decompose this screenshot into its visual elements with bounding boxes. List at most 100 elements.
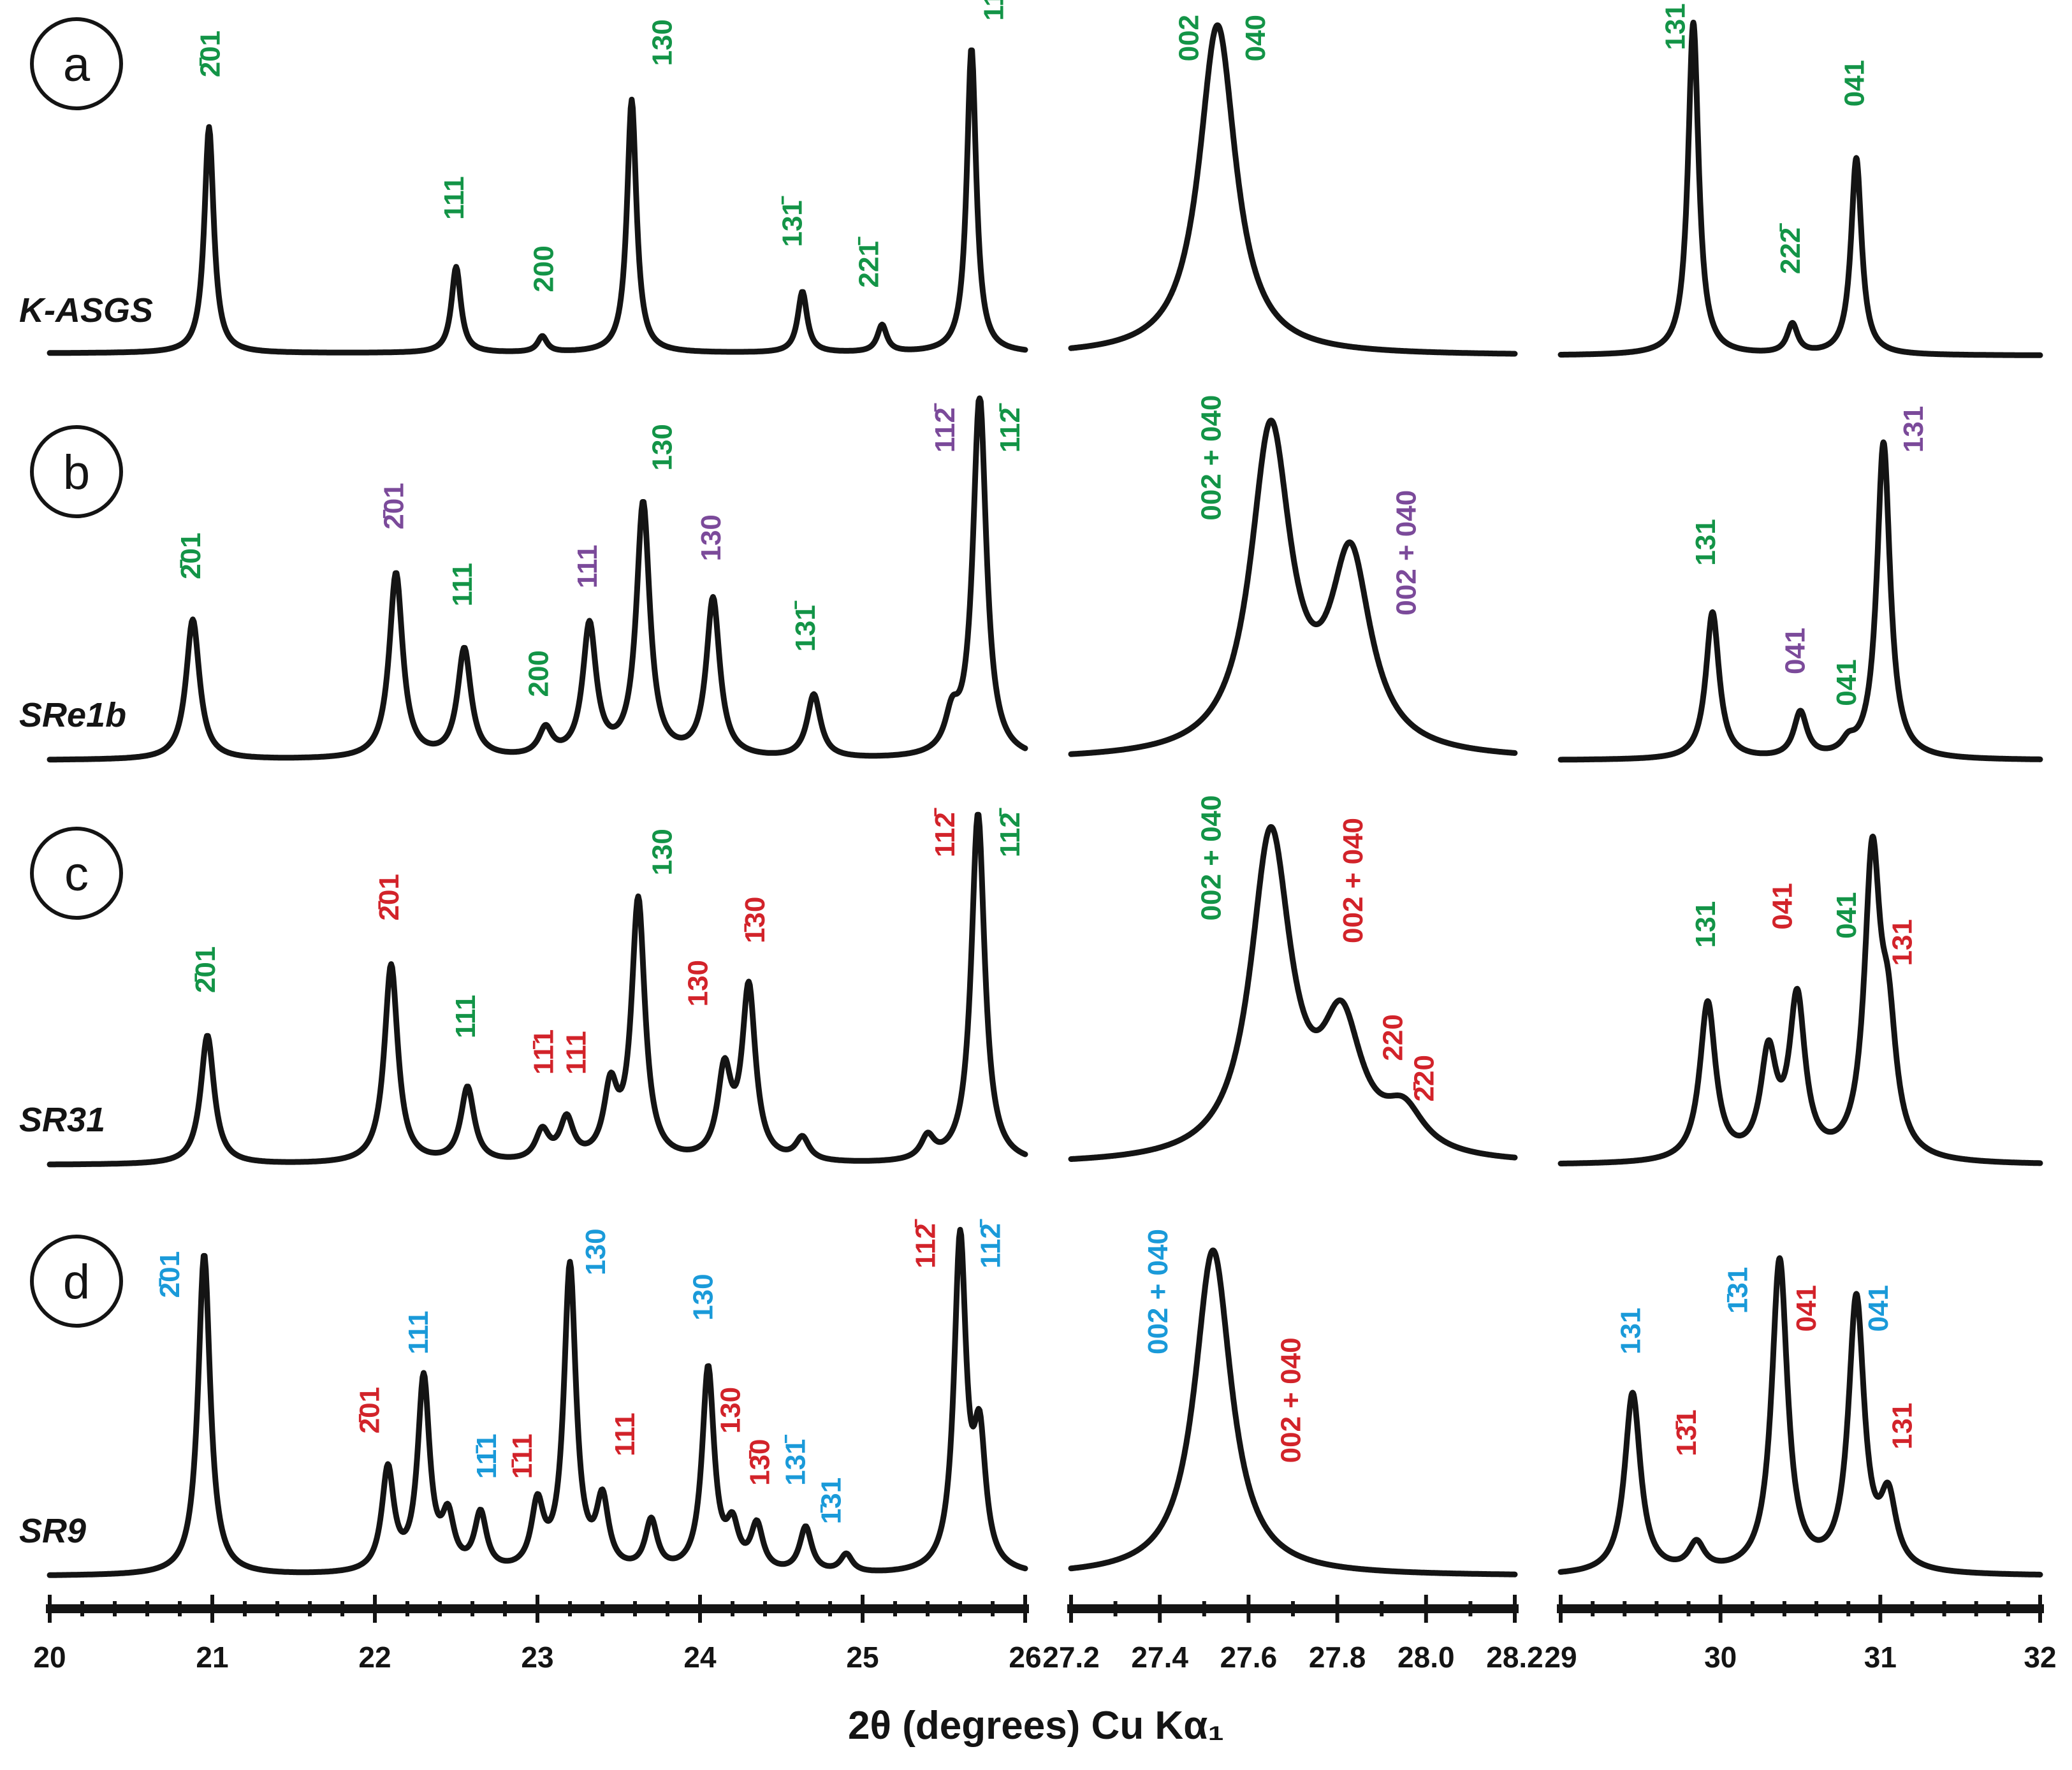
tick-label: 29 [1544,1641,1577,1674]
peak-label: 130 [647,829,678,875]
panel-letter: c [64,847,89,901]
peak-label: 131̄ [790,600,821,651]
peak-label: 131 [1690,519,1721,565]
peak-label: 041 [1780,628,1811,674]
peak-label: 131̄ [780,1434,812,1485]
panel-letter: b [63,446,90,500]
peak-label: 002 + 040 [1142,1229,1174,1354]
peak-label: 130 [715,1387,747,1433]
panel-letter: a [63,38,91,92]
peak-label: 002 + 040 [1195,795,1227,921]
x-axis: 20 21 22 23 24 25 26 27.2 27.4 27.6 27.8 28.0 28.2 29… [33,1595,2057,1674]
peak-label: 2̄20 [1408,1055,1440,1101]
peak-label: 111 [403,1310,434,1354]
panel-b: b SRe1b 2̄01 2̄01 111 200 111 130 130 131̄ 112̄ 112… [19,395,2043,763]
peak-label: 111 [447,563,478,607]
tick-label: 27.2 [1042,1641,1100,1674]
diffraction-trace [47,47,1028,356]
tick-label: 24 [683,1641,717,1674]
diffraction-trace [47,1226,1028,1578]
diffraction-trace [1068,417,1518,757]
peak-label: 041 [1831,659,1862,706]
tick-label: 30 [1704,1641,1737,1674]
peak-label: 130 [683,960,714,1006]
peak-label: 112̄ [930,808,961,857]
tick-label: 22 [358,1641,391,1674]
panel-letter-circle [30,425,123,518]
tick-label: 21 [196,1641,228,1674]
peak-label: 13̄1 [1671,1409,1702,1456]
peak-label: 041 [1839,60,1870,106]
tick-label: 20 [33,1641,66,1674]
tick-label: 27.4 [1131,1641,1188,1674]
peak-label: 002 [1174,15,1205,61]
tick-label: 23 [521,1641,553,1674]
peak-label: 2̄01 [379,482,410,529]
peak-label: 002 + 040 [1391,490,1422,616]
sample-name: K-ASGS [19,291,153,330]
peak-label: 11̄1 [528,1029,559,1075]
sample-name: SRe1b [19,696,126,734]
peak-label: 041 [1831,892,1862,938]
diffraction-trace [1068,1247,1518,1578]
peak-label: 131 [1690,901,1721,948]
peak-label: 1̄31 [1722,1267,1753,1314]
peak-label: 2̄01 [374,874,405,920]
tick-label: 26 [1009,1641,1041,1674]
peak-label: 131 [1887,919,1918,966]
peak-label: 111 [572,545,603,589]
panel-letter-circle [30,17,123,110]
diffraction-trace [1558,19,2043,358]
peak-label: 112̄ [995,403,1026,453]
peak-label: 111 [609,1412,641,1456]
sample-name: SR9 [19,1512,86,1550]
peak-label: 200 [523,650,555,697]
diffraction-trace [47,811,1028,1168]
tick-label: 27.6 [1220,1641,1278,1674]
peak-label: 11̄1 [471,1433,502,1479]
peak-label: 200 [528,245,559,292]
peak-label: 130 [696,514,727,561]
peak-label: 2̄01 [190,947,221,993]
peak-label: 220 [1378,1014,1409,1061]
peak-label: 130 [580,1228,611,1275]
peak-label: 131 [1660,3,1691,50]
peak-label: 112̄ [930,403,961,453]
peak-label: 002 + 040 [1338,818,1369,943]
peak-label: 112̄ [995,808,1026,857]
peak-label: 041 [1791,1285,1822,1331]
panels-layer: a K-ASGS 2̄01 111 200 130 131̄ 221̄ 112̄ 002 040 13… [19,0,2043,1578]
peak-label: 131 [1887,1403,1918,1449]
peak-label: 112̄ [910,1219,942,1268]
peak-label: 1̄11 [507,1433,538,1479]
peak-label: 222̄ [1775,223,1806,274]
sample-name: SR31 [19,1101,105,1139]
peak-label: 2̄01 [354,1387,385,1433]
peak-label: 111 [560,1031,592,1075]
peak-label: 131 [1898,406,1929,453]
peak-label: 112̄ [975,1219,1007,1268]
tick-label: 28.0 [1397,1641,1455,1674]
peak-label: 1̄31 [816,1477,847,1524]
peak-label: 131 [1615,1308,1646,1354]
diffraction-trace [1068,824,1518,1162]
peak-label: 13̄0 [745,1439,776,1485]
panel-a: a K-ASGS 2̄01 111 200 130 131̄ 221̄ 112̄ 002 040 13… [19,0,2043,358]
diffraction-trace [1558,833,2043,1166]
peak-label: 2̄01 [175,532,207,579]
peak-label: 130 [647,424,678,470]
peak-label: 221̄ [853,236,884,287]
peak-label: 2̄01 [154,1251,186,1298]
diffraction-trace [47,395,1028,763]
tick-label: 31 [1864,1641,1897,1674]
peak-label: 112̄ [979,0,1010,21]
diffraction-trace [1068,22,1518,357]
panel-letter-circle [30,1235,123,1328]
peak-label: 111 [450,995,481,1039]
peak-label: 002 + 040 [1276,1337,1307,1463]
tick-label: 25 [846,1641,879,1674]
peak-label: 2̄01 [195,31,226,77]
panel-letter: d [63,1255,90,1309]
